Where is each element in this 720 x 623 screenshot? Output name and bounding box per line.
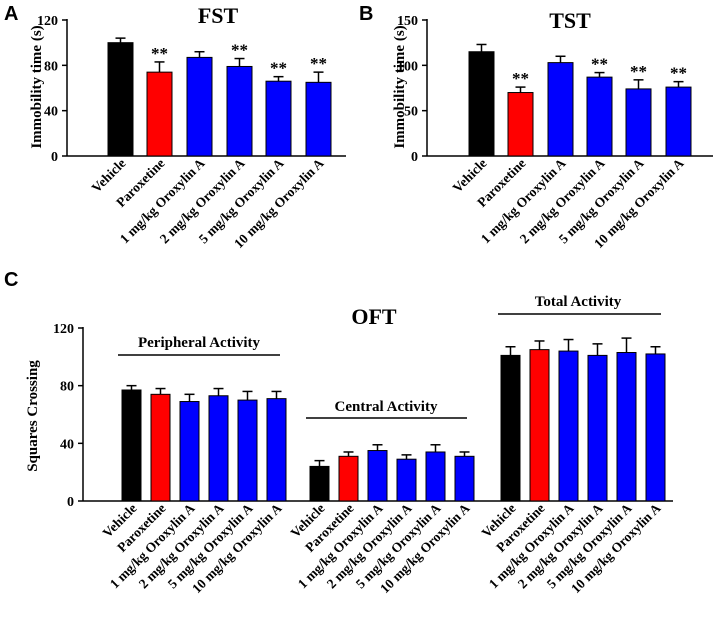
panel-a-title: FST bbox=[198, 3, 239, 28]
bar bbox=[237, 399, 258, 502]
bar bbox=[146, 71, 173, 157]
y-tick-label: 0 bbox=[411, 150, 418, 165]
bar bbox=[587, 354, 608, 502]
bar bbox=[226, 65, 253, 157]
significance-label: ** bbox=[310, 54, 327, 73]
y-tick-label: 40 bbox=[60, 437, 74, 452]
y-tick-label: 50 bbox=[404, 105, 418, 120]
y-tick-label: 80 bbox=[44, 59, 58, 74]
bar bbox=[645, 353, 666, 502]
bar bbox=[454, 455, 475, 502]
panel-a-y-axis-label: Immobility time (s) bbox=[29, 25, 45, 148]
group-header-label: Total Activity bbox=[535, 294, 622, 310]
panel-a-letter: A bbox=[4, 3, 18, 25]
bar bbox=[265, 80, 292, 157]
bar bbox=[338, 455, 359, 502]
y-tick-label: 40 bbox=[44, 105, 58, 120]
bar bbox=[150, 393, 171, 502]
significance-label: ** bbox=[231, 41, 248, 60]
bar bbox=[107, 42, 134, 157]
significance-label: ** bbox=[270, 59, 287, 78]
group-header-label: Central Activity bbox=[335, 399, 438, 415]
group-header-label: Peripheral Activity bbox=[138, 335, 261, 351]
bar bbox=[665, 86, 692, 157]
bar bbox=[179, 401, 200, 502]
bar bbox=[529, 349, 550, 502]
significance-label: ** bbox=[670, 64, 687, 83]
bar bbox=[266, 398, 287, 502]
bar bbox=[121, 389, 142, 502]
significance-label: ** bbox=[591, 55, 608, 74]
bar bbox=[625, 88, 652, 157]
bar bbox=[186, 56, 213, 157]
bar bbox=[500, 354, 521, 502]
panel-b-tst-chart: B TST Immobility time (s) 0 50 100 150 ** ** *… bbox=[359, 3, 713, 251]
bar bbox=[425, 451, 446, 502]
y-tick-label: 120 bbox=[53, 322, 74, 337]
bar bbox=[208, 395, 229, 502]
panel-b-y-axis-label: Immobility time (s) bbox=[392, 25, 408, 148]
bar bbox=[586, 76, 613, 157]
bar bbox=[558, 350, 579, 502]
panel-c-oft-chart: C OFT Squares Crossing 04080120VehiclePa… bbox=[4, 269, 673, 596]
panel-a-fst-chart: A FST Immobility time (s) 0 40 80 120 ** ** **… bbox=[4, 3, 346, 251]
y-tick-label: 0 bbox=[67, 495, 74, 510]
y-tick-label: 120 bbox=[37, 14, 58, 29]
y-tick-label: 80 bbox=[60, 380, 74, 395]
bar bbox=[309, 465, 330, 502]
bar bbox=[396, 458, 417, 502]
panel-b-title: TST bbox=[549, 8, 591, 33]
significance-label: ** bbox=[630, 62, 647, 81]
bar bbox=[468, 51, 495, 157]
bar bbox=[507, 92, 534, 157]
bar bbox=[616, 352, 637, 502]
bar bbox=[367, 450, 388, 502]
significance-label: ** bbox=[512, 69, 529, 88]
panel-b-letter: B bbox=[359, 3, 373, 25]
significance-label: ** bbox=[151, 44, 168, 63]
panel-c-title: OFT bbox=[351, 304, 397, 329]
bar bbox=[305, 81, 332, 157]
panel-c-letter: C bbox=[4, 269, 18, 291]
y-tick-label: 0 bbox=[51, 150, 58, 165]
panel-c-y-axis-label: Squares Crossing bbox=[25, 360, 41, 472]
y-tick-label: 100 bbox=[397, 59, 418, 74]
bar bbox=[547, 62, 574, 157]
y-tick-label: 150 bbox=[397, 14, 418, 29]
